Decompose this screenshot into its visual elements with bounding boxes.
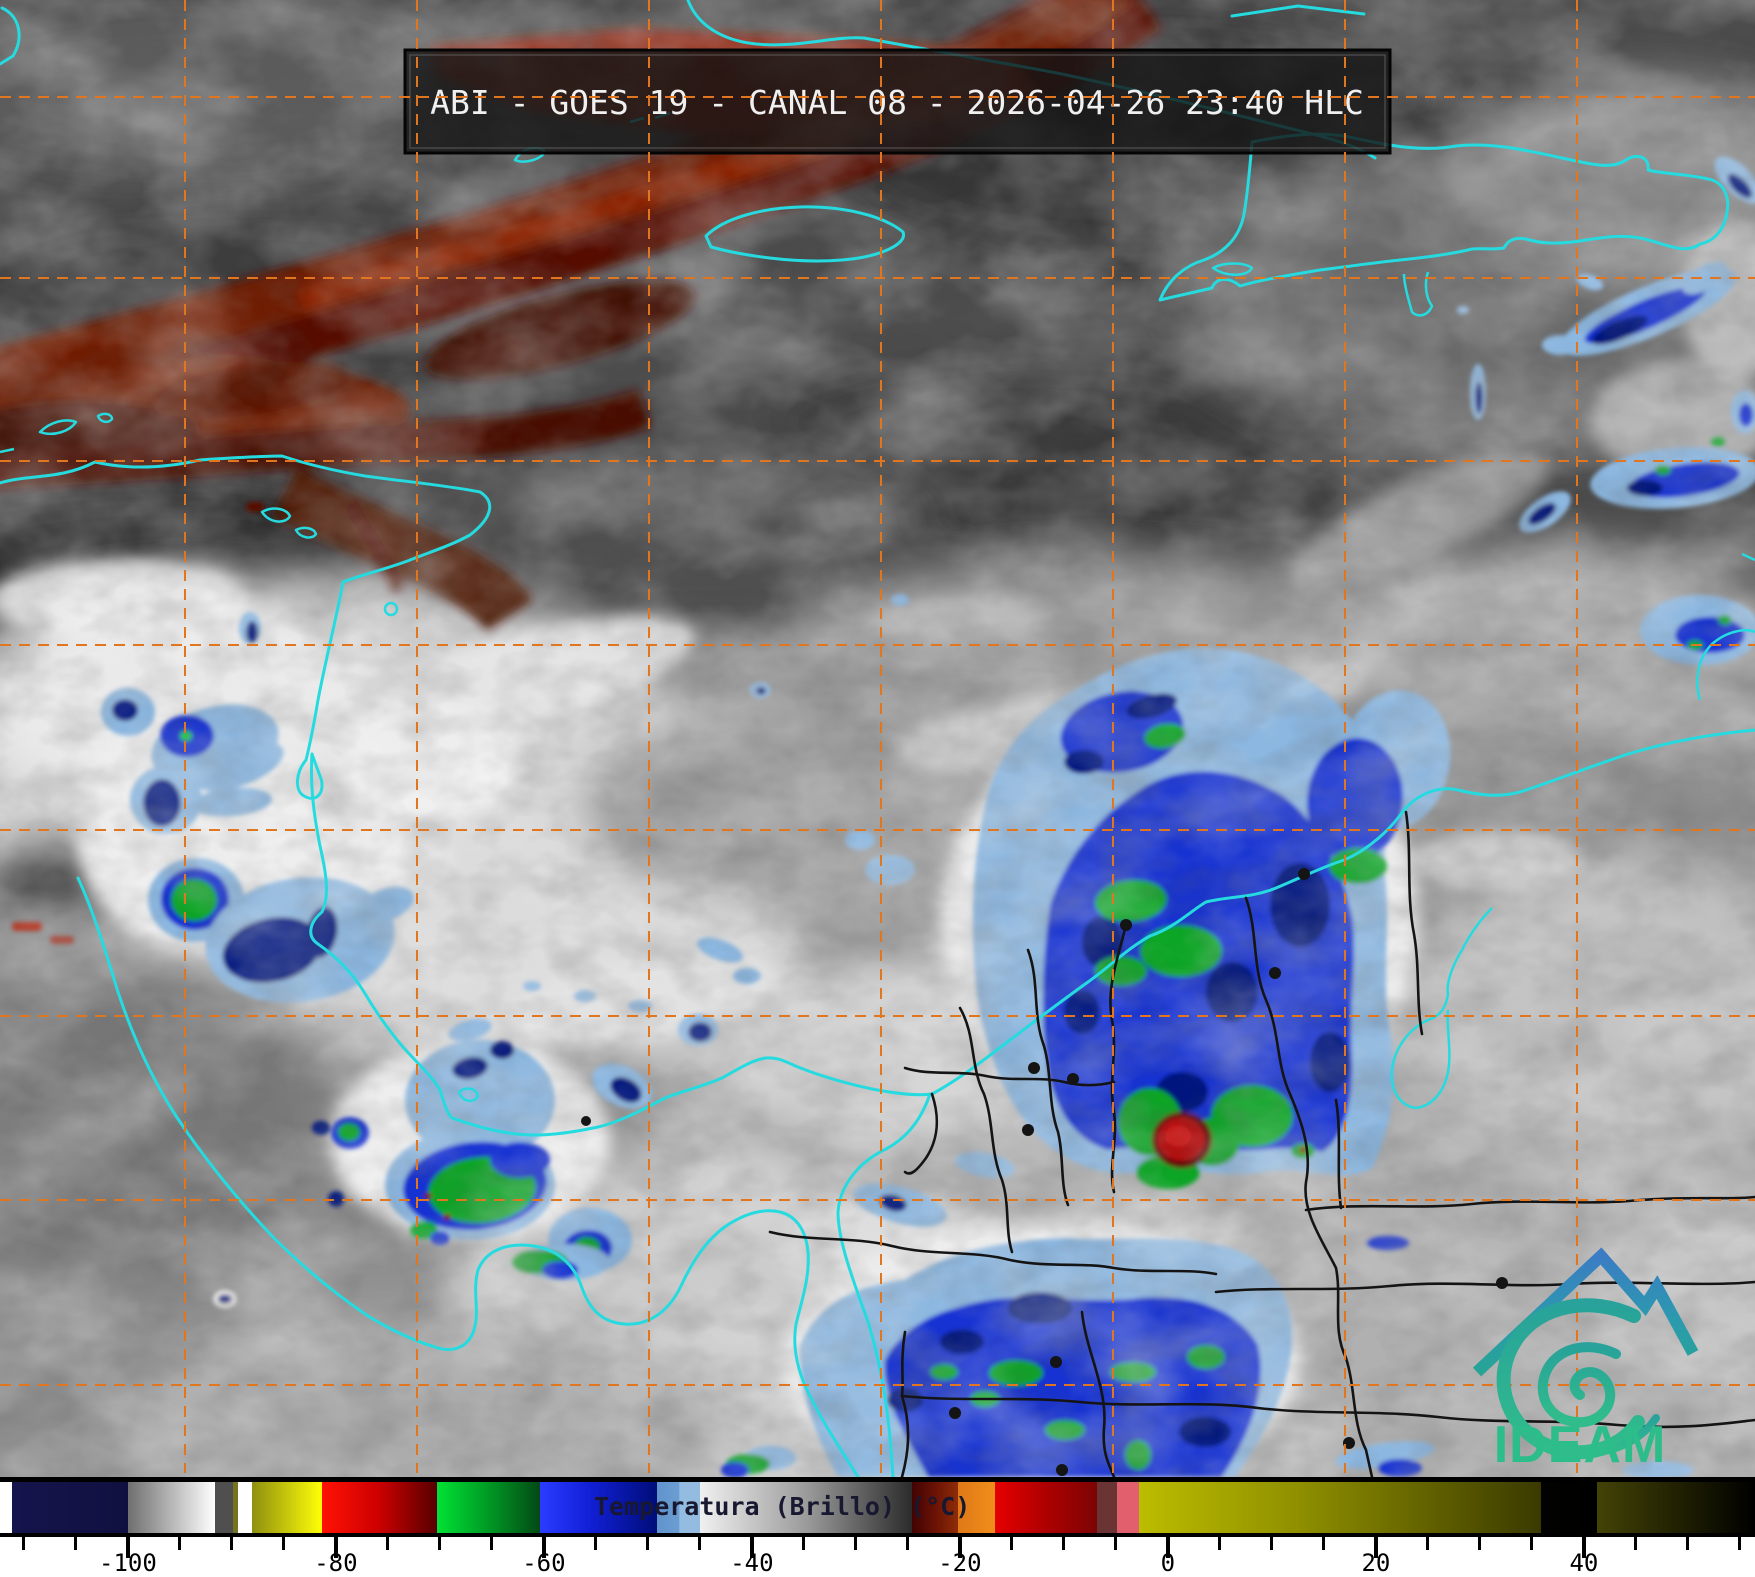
minor-tick — [698, 1537, 702, 1550]
major-tick — [125, 1537, 130, 1558]
noise-overlay-dark — [0, 0, 1755, 1477]
ideam-logo: IDEAM — [1472, 1247, 1699, 1474]
grid-layer — [0, 0, 1755, 1473]
minor-tick — [490, 1537, 494, 1550]
satellite-map: ABI - GOES 19 - CANAL 08 - 2026-04-26 23… — [0, 0, 1755, 1477]
border-layer — [581, 810, 1755, 1477]
minor-tick — [1738, 1537, 1742, 1550]
tick-label: -20 — [938, 1549, 982, 1577]
minor-tick — [906, 1537, 910, 1550]
minor-tick — [282, 1537, 286, 1550]
major-tick — [1581, 1537, 1586, 1558]
minor-tick — [1062, 1537, 1066, 1550]
title-bar: ABI - GOES 19 - CANAL 08 - 2026-04-26 23… — [403, 48, 1392, 155]
minor-tick — [22, 1537, 26, 1550]
minor-tick — [1010, 1537, 1014, 1550]
cyclone-spiral-icon — [1496, 1298, 1660, 1460]
satellite-image: ABI - GOES 19 - CANAL 08 - 2026-04-26 23… — [0, 0, 1755, 1477]
tick-label: -60 — [522, 1549, 566, 1577]
minor-tick — [1478, 1537, 1482, 1550]
colorbar: Temperatura (Brillo) (°C) -100 -80 -60 -40 -… — [0, 1477, 1755, 1577]
colorbar-axis — [0, 1533, 1755, 1537]
minor-tick — [1218, 1537, 1222, 1550]
title-text: ABI - GOES 19 - CANAL 08 - 2026-04-26 23… — [430, 83, 1364, 122]
minor-tick — [438, 1537, 442, 1550]
minor-tick — [1530, 1537, 1534, 1550]
major-tick — [1373, 1537, 1378, 1558]
minor-tick — [1426, 1537, 1430, 1550]
minor-tick — [1634, 1537, 1638, 1550]
city-dots — [581, 868, 1508, 1476]
major-tick — [1165, 1537, 1170, 1558]
colorbar-gradient — [0, 1482, 1755, 1533]
minor-tick — [646, 1537, 650, 1550]
minor-tick — [74, 1537, 78, 1550]
minor-tick — [802, 1537, 806, 1550]
major-tick — [541, 1537, 546, 1558]
tick-label: -80 — [314, 1549, 358, 1577]
minor-tick — [594, 1537, 598, 1550]
major-tick — [957, 1537, 962, 1558]
tick-label: 20 — [1361, 1549, 1391, 1577]
colorbar-label: Temperatura (Brillo) (°C) — [594, 1492, 971, 1521]
minor-tick — [1322, 1537, 1326, 1550]
minor-tick — [1270, 1537, 1274, 1550]
tick-label: 40 — [1569, 1549, 1599, 1577]
tick-label: 0 — [1160, 1549, 1176, 1577]
minor-tick — [854, 1537, 858, 1550]
minor-tick — [1114, 1537, 1118, 1550]
colorbar-separator — [0, 1477, 1755, 1482]
tick-label: -40 — [730, 1549, 774, 1577]
mountain-icon — [1472, 1247, 1699, 1377]
major-tick — [333, 1537, 338, 1558]
minor-tick — [386, 1537, 390, 1550]
tick-label: -100 — [99, 1549, 157, 1577]
logo-text: IDEAM — [1494, 1416, 1667, 1474]
minor-tick — [178, 1537, 182, 1550]
minor-tick — [1686, 1537, 1690, 1550]
major-tick — [749, 1537, 754, 1558]
minor-tick — [230, 1537, 234, 1550]
